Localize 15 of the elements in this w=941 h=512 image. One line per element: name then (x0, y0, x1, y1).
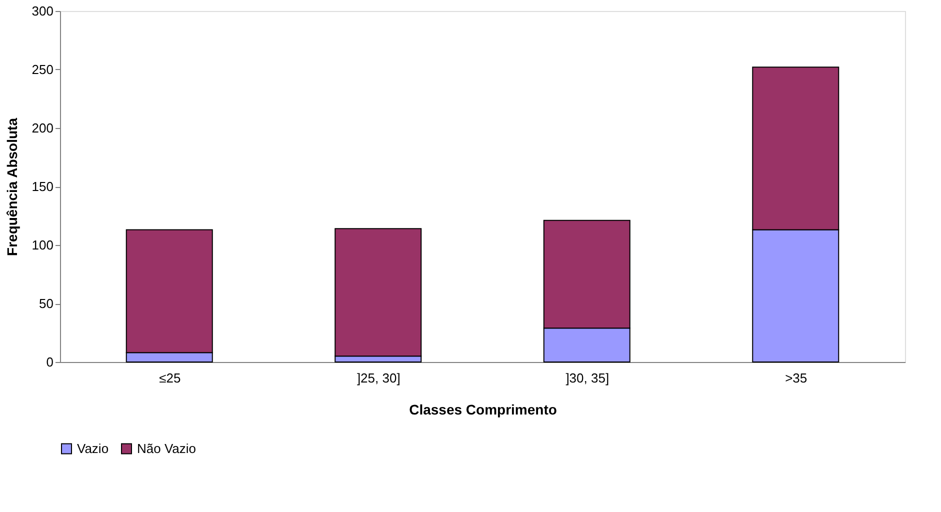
x-tick-label: >35 (785, 370, 808, 386)
y-tick-label: 300 (32, 4, 54, 18)
y-tick-label: 200 (32, 120, 54, 136)
y-tick-label: 50 (39, 296, 54, 311)
x-axis-title: Classes Comprimento (409, 402, 557, 418)
x-tick-label: ]25, 30] (356, 370, 400, 386)
y-tick-label: 100 (32, 238, 54, 252)
y-axis-title: Frequência Absoluta (4, 118, 20, 256)
y-tick-label: 150 (32, 179, 54, 194)
y-tick-label: 0 (46, 354, 54, 370)
y-tick-label: 250 (32, 62, 54, 77)
x-tick-label: ≤25 (159, 370, 181, 386)
x-tick-label: ]30, 35] (566, 370, 610, 386)
legend-label: Não Vazio (137, 440, 196, 456)
legend-label: Vazio (77, 440, 109, 456)
